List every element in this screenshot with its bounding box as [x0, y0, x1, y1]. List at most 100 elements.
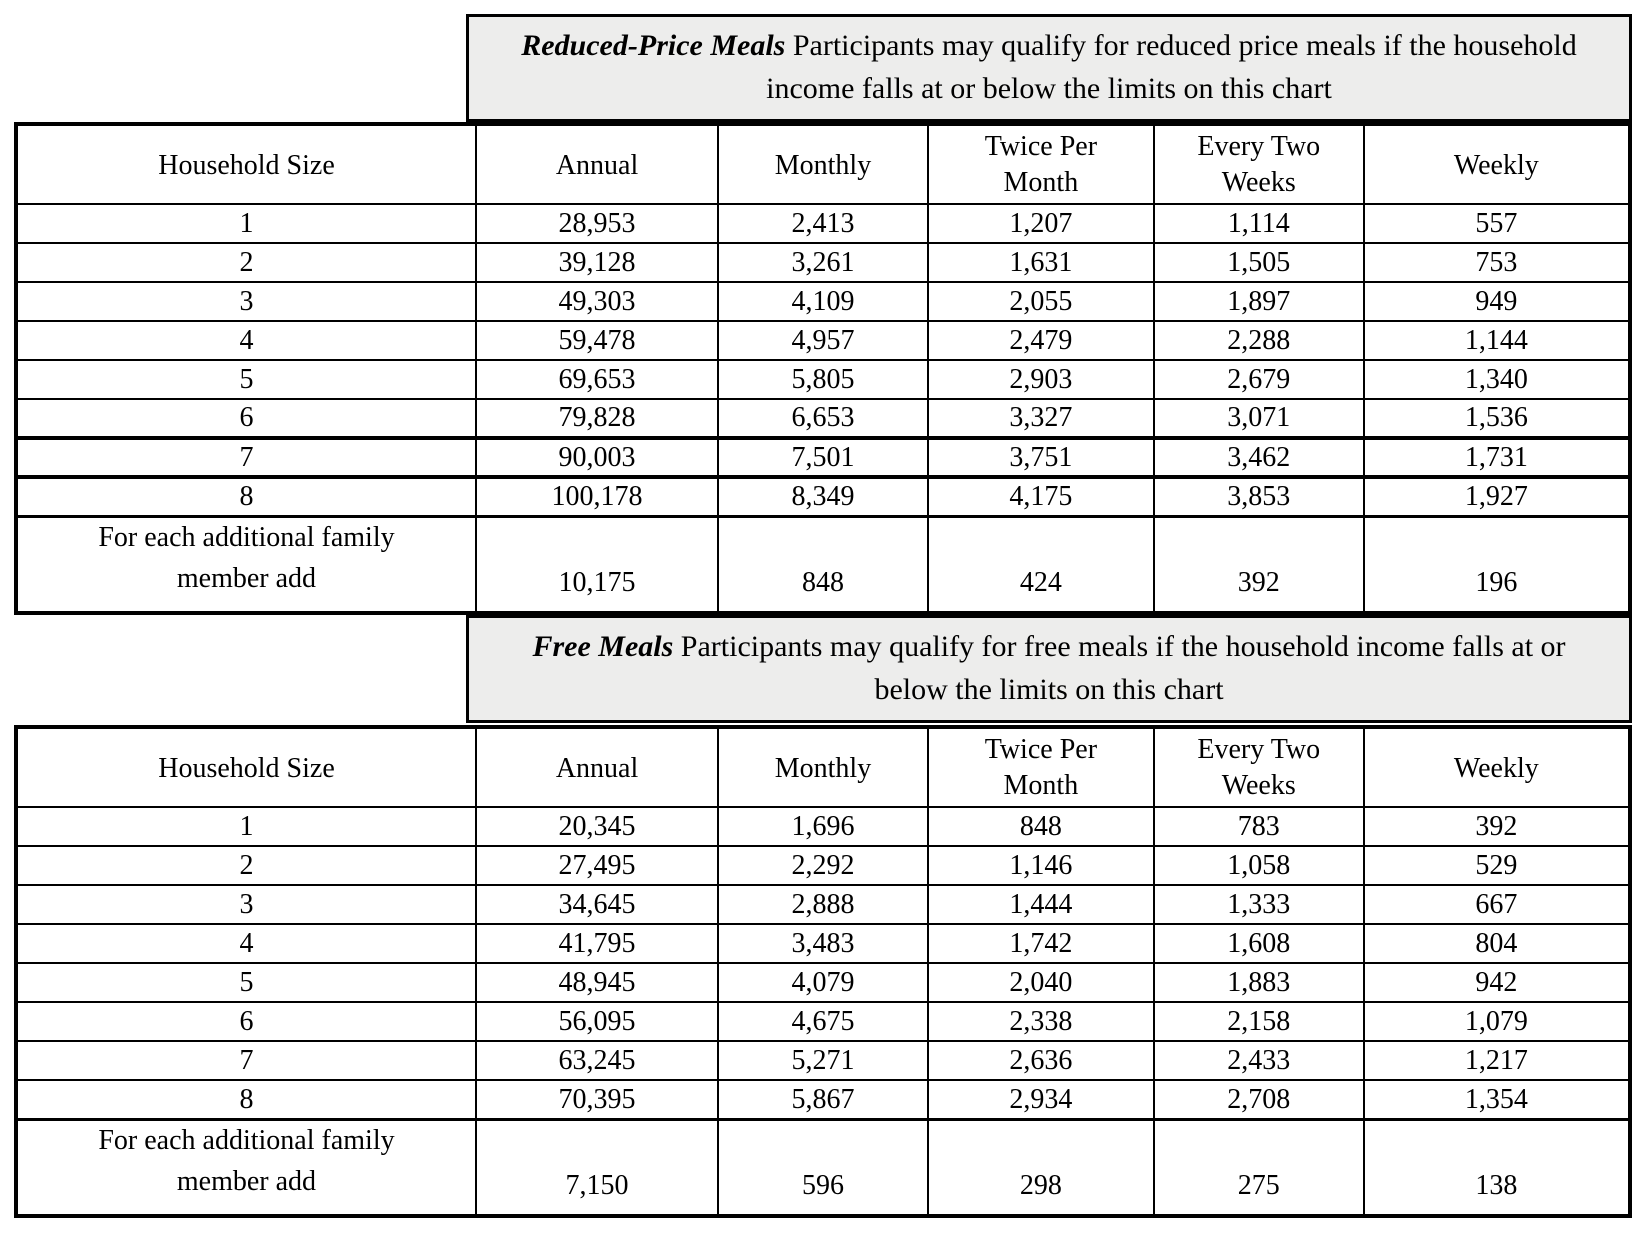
amount-cell: 70,395	[474, 1079, 720, 1121]
table-row: 5 48,945 4,079 2,040 1,883 942	[15, 962, 1632, 1004]
amount-cell: 2,413	[717, 203, 929, 245]
table-row: 7 90,003 7,501 3,751 3,462 1,731	[15, 436, 1632, 479]
amount-cell: 3,751	[926, 436, 1155, 479]
amount-cell: 56,095	[474, 1001, 720, 1043]
amount-cell: 2,158	[1152, 1001, 1365, 1043]
amount-cell: 753	[1362, 242, 1632, 284]
additional-member-label-cell: For each additional family member add	[15, 514, 477, 615]
amount-cell: 557	[1362, 203, 1632, 245]
free-meals-banner-text: Participants may qualify for free meals …	[680, 630, 1566, 706]
amount-cell: 804	[1362, 923, 1632, 965]
household-size-cell: 6	[15, 1001, 477, 1043]
amount-cell: 39,128	[474, 242, 720, 284]
amount-cell: 138	[1362, 1117, 1632, 1218]
amount-cell: 1,217	[1362, 1040, 1632, 1082]
household-size-cell: 7	[15, 1040, 477, 1082]
table-row: 3 34,645 2,888 1,444 1,333 667	[15, 884, 1632, 926]
column-header-twice-per-month: Twice Per Month	[926, 123, 1155, 206]
reduced-price-table-body: 1 28,953 2,413 1,207 1,114 557 2 39,128 3,261 1,6…	[15, 203, 1632, 615]
household-size-cell: 8	[15, 1079, 477, 1121]
free-meals-banner-title: Free Meals	[532, 630, 674, 664]
amount-cell: 2,288	[1152, 320, 1365, 362]
amount-cell: 20,345	[474, 806, 720, 848]
amount-cell: 848	[926, 806, 1155, 848]
reduced-price-table: Household Size Annual Monthly Twice Per …	[14, 122, 1632, 616]
amount-cell: 3,483	[717, 923, 929, 965]
amount-cell: 2,934	[926, 1079, 1155, 1121]
household-size-cell: 4	[15, 320, 477, 362]
amount-cell: 63,245	[474, 1040, 720, 1082]
household-size-cell: 3	[15, 884, 477, 926]
amount-cell: 196	[1362, 514, 1632, 615]
household-size-cell: 4	[15, 923, 477, 965]
amount-cell: 59,478	[474, 320, 720, 362]
table-row: 5 69,653 5,805 2,903 2,679 1,340	[15, 359, 1632, 401]
amount-cell: 5,271	[717, 1040, 929, 1082]
amount-cell: 100,178	[474, 475, 720, 518]
amount-cell: 949	[1362, 281, 1632, 323]
amount-cell: 48,945	[474, 962, 720, 1004]
additional-member-row: For each additional family member add 10,…	[15, 514, 1632, 615]
amount-cell: 2,292	[717, 845, 929, 887]
column-header-weekly: Weekly	[1362, 123, 1632, 206]
column-header-twice-per-month: Twice Per Month	[926, 726, 1155, 809]
table-row: 2 39,128 3,261 1,631 1,505 753	[15, 242, 1632, 284]
additional-member-label: For each additional family member add	[98, 522, 395, 594]
household-size-cell: 3	[15, 281, 477, 323]
amount-cell: 6,653	[717, 398, 929, 440]
amount-cell: 2,708	[1152, 1079, 1365, 1121]
additional-member-row: For each additional family member add 7,1…	[15, 1117, 1632, 1218]
amount-cell: 4,675	[717, 1001, 929, 1043]
amount-cell: 1,608	[1152, 923, 1365, 965]
household-size-cell: 2	[15, 845, 477, 887]
free-meals-banner: Free Meals Participants may qualify for …	[466, 615, 1632, 724]
amount-cell: 7,150	[474, 1117, 720, 1218]
amount-cell: 79,828	[474, 398, 720, 440]
amount-cell: 4,109	[717, 281, 929, 323]
table-row: 3 49,303 4,109 2,055 1,897 949	[15, 281, 1632, 323]
column-header-household-size: Household Size	[15, 726, 477, 809]
amount-cell: 2,055	[926, 281, 1155, 323]
amount-cell: 1,536	[1362, 398, 1632, 440]
column-header-annual: Annual	[474, 726, 720, 809]
amount-cell: 1,505	[1152, 242, 1365, 284]
column-header-monthly: Monthly	[717, 726, 929, 809]
amount-cell: 2,040	[926, 962, 1155, 1004]
amount-cell: 667	[1362, 884, 1632, 926]
household-size-cell: 1	[15, 203, 477, 245]
reduced-price-banner-title: Reduced-Price Meals	[521, 29, 786, 62]
household-size-cell: 1	[15, 806, 477, 848]
amount-cell: 69,653	[474, 359, 720, 401]
household-size-cell: 8	[15, 475, 477, 518]
amount-cell: 275	[1152, 1117, 1365, 1218]
amount-cell: 783	[1152, 806, 1365, 848]
amount-cell: 7,501	[717, 436, 929, 479]
table-row: 4 59,478 4,957 2,479 2,288 1,144	[15, 320, 1632, 362]
column-header-household-size: Household Size	[15, 123, 477, 206]
amount-cell: 298	[926, 1117, 1155, 1218]
amount-cell: 1,444	[926, 884, 1155, 926]
free-meals-table-body: 1 20,345 1,696 848 783 392 2 27,495 2,292 1,146 1,…	[15, 806, 1632, 1218]
amount-cell: 49,303	[474, 281, 720, 323]
household-size-cell: 2	[15, 242, 477, 284]
amount-cell: 4,175	[926, 475, 1155, 518]
amount-cell: 1,354	[1362, 1079, 1632, 1121]
amount-cell: 848	[717, 514, 929, 615]
amount-cell: 1,340	[1362, 359, 1632, 401]
amount-cell: 8,349	[717, 475, 929, 518]
column-header-every-two-weeks: Every Two Weeks	[1152, 726, 1365, 809]
reduced-price-section: Reduced-Price Meals Participants may qua…	[14, 14, 1632, 616]
amount-cell: 2,479	[926, 320, 1155, 362]
header-row: Household Size Annual Monthly Twice Per …	[15, 726, 1632, 809]
amount-cell: 90,003	[474, 436, 720, 479]
amount-cell: 1,144	[1362, 320, 1632, 362]
amount-cell: 596	[717, 1117, 929, 1218]
additional-member-label-cell: For each additional family member add	[15, 1117, 477, 1218]
amount-cell: 41,795	[474, 923, 720, 965]
household-size-cell: 5	[15, 962, 477, 1004]
amount-cell: 942	[1362, 962, 1632, 1004]
amount-cell: 392	[1362, 806, 1632, 848]
amount-cell: 4,079	[717, 962, 929, 1004]
additional-member-label: For each additional family member add	[98, 1125, 395, 1197]
